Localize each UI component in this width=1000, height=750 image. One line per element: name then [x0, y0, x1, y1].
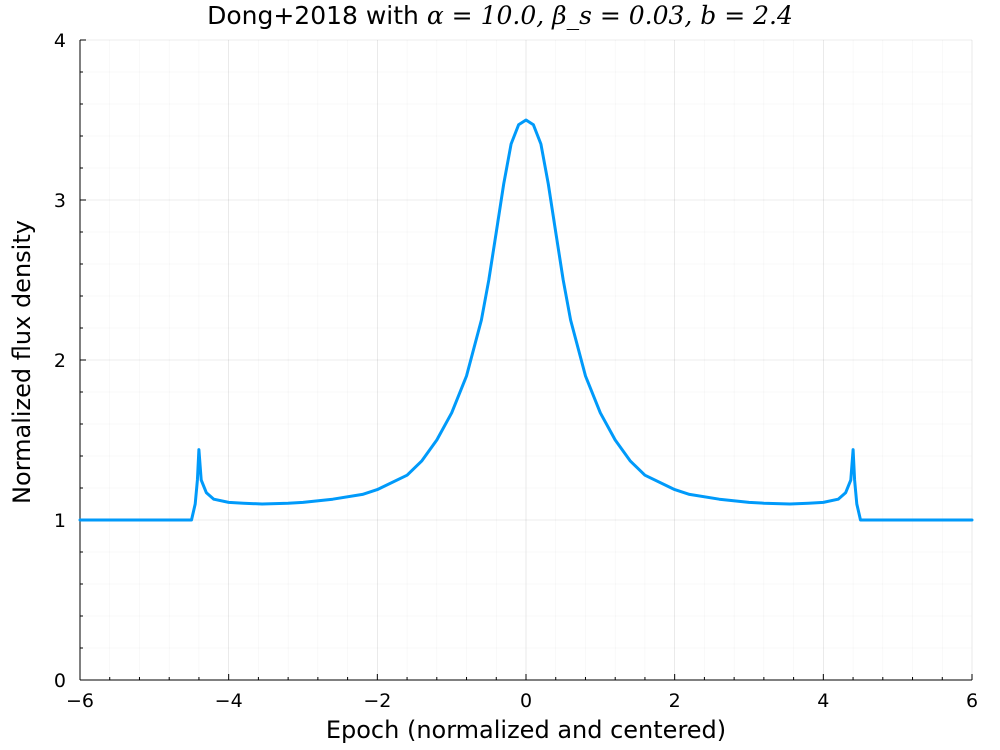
- y-tick-label: 3: [54, 190, 66, 212]
- x-tick-label: −6: [66, 690, 94, 712]
- x-tick-label: 4: [817, 690, 829, 712]
- y-axis-label: Normalized flux density: [8, 220, 36, 504]
- y-tick-label: 1: [54, 510, 66, 532]
- chart-title-math: α = 10.0, β_s = 0.03, b = 2.4: [426, 1, 793, 30]
- x-tick-label: −2: [363, 690, 391, 712]
- chart-title-text: Dong+2018 with: [207, 1, 427, 30]
- tick-labels: −6 −4 −2 0 2 4 6 0 1 2 3 4: [54, 30, 978, 712]
- x-tick-label: 2: [669, 690, 681, 712]
- series-group: [78, 118, 974, 522]
- x-tick-label: 6: [966, 690, 978, 712]
- series-line: [78, 118, 974, 522]
- grid-lines: [79, 39, 973, 681]
- x-tick-label: −4: [215, 690, 243, 712]
- chart-title: Dong+2018 with α = 10.0, β_s = 0.03, b =…: [0, 0, 1000, 40]
- x-axis-label: Epoch (normalized and centered): [325, 716, 727, 744]
- x-tick-label: 0: [520, 690, 532, 712]
- tick-marks: [79, 39, 973, 681]
- y-tick-label: 2: [54, 350, 66, 372]
- y-tick-label: 4: [54, 30, 66, 52]
- y-tick-label: 0: [54, 670, 66, 692]
